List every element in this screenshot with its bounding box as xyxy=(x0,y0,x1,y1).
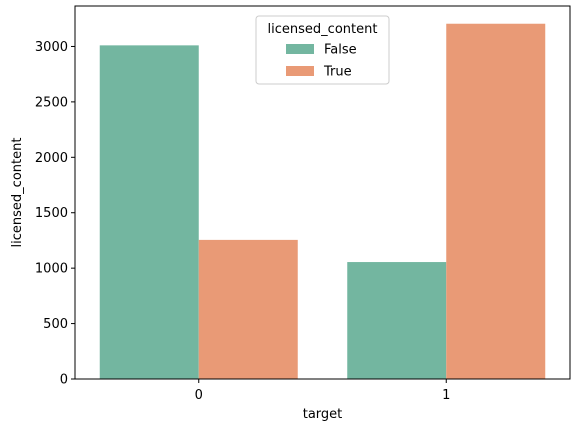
bars-group xyxy=(99,23,546,380)
y-tick-label: 1000 xyxy=(35,262,68,277)
plot-frame xyxy=(74,5,571,380)
bar-true-1 xyxy=(446,23,546,380)
bar-false-1 xyxy=(347,262,447,379)
legend-items: False True xyxy=(286,43,357,80)
legend-swatch-false xyxy=(286,44,314,54)
y-tick-label: 1500 xyxy=(35,206,68,221)
legend-label-true: True xyxy=(323,65,352,80)
legend: licensed_content False True xyxy=(255,15,390,85)
x-axis-label: target xyxy=(303,407,343,422)
y-tick-label: 2000 xyxy=(35,151,68,166)
y-axis-ticks: 0 500 1000 1500 2000 2500 3000 xyxy=(35,40,75,388)
legend-label-false: False xyxy=(324,43,357,58)
y-tick-label: 2500 xyxy=(35,95,68,110)
x-tick-label: 0 xyxy=(195,388,203,403)
bar-true-0 xyxy=(198,239,298,379)
y-axis-label: licensed_content xyxy=(10,138,25,248)
x-tick-label: 1 xyxy=(442,388,450,403)
bar-false-0 xyxy=(99,45,199,379)
y-tick-label: 3000 xyxy=(35,40,68,55)
y-tick-label: 0 xyxy=(60,373,68,388)
legend-title: licensed_content xyxy=(268,22,378,37)
legend-swatch-true xyxy=(286,66,314,76)
y-tick-label: 500 xyxy=(43,317,68,332)
